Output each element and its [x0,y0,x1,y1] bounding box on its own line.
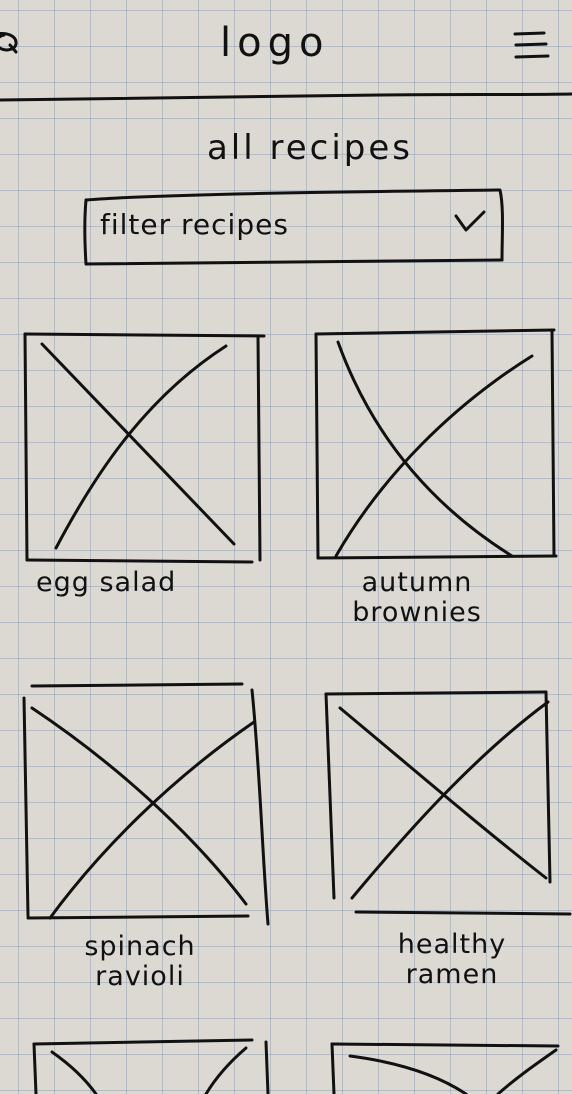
logo[interactable]: logo [220,20,330,66]
filter-label: filter recipes [100,208,289,241]
recipe-image-placeholder [330,1042,560,1094]
dropdown-frame [83,188,504,266]
recipe-card[interactable]: healthy ramen [322,688,572,990]
chevron-down-icon[interactable] [454,210,486,234]
page-title: all recipes [206,128,414,168]
recipe-image-placeholder [23,332,266,564]
recipe-image-placeholder [324,690,572,916]
hamburger-menu-icon[interactable] [510,30,554,60]
search-icon[interactable] [0,30,22,54]
filter-recipes-dropdown[interactable]: filter recipes [82,184,506,268]
recipe-title: healthy ramen [397,929,507,990]
recipe-card[interactable] [326,1034,572,1094]
recipe-image-placeholder [22,682,270,926]
recipe-image-placeholder [32,1038,270,1094]
recipe-title: autumn brownies [352,567,482,628]
recipe-image-placeholder [314,328,558,560]
recipe-card[interactable]: autumn brownies [312,326,560,628]
recipe-card[interactable]: egg salad [22,330,266,610]
header: logo [0,0,572,102]
recipe-title: spinach ravioli [84,931,196,992]
header-divider [0,92,572,102]
recipe-title: egg salad [36,567,177,598]
recipe-card[interactable] [22,1034,274,1094]
recipe-card[interactable]: spinach ravioli [20,680,272,992]
